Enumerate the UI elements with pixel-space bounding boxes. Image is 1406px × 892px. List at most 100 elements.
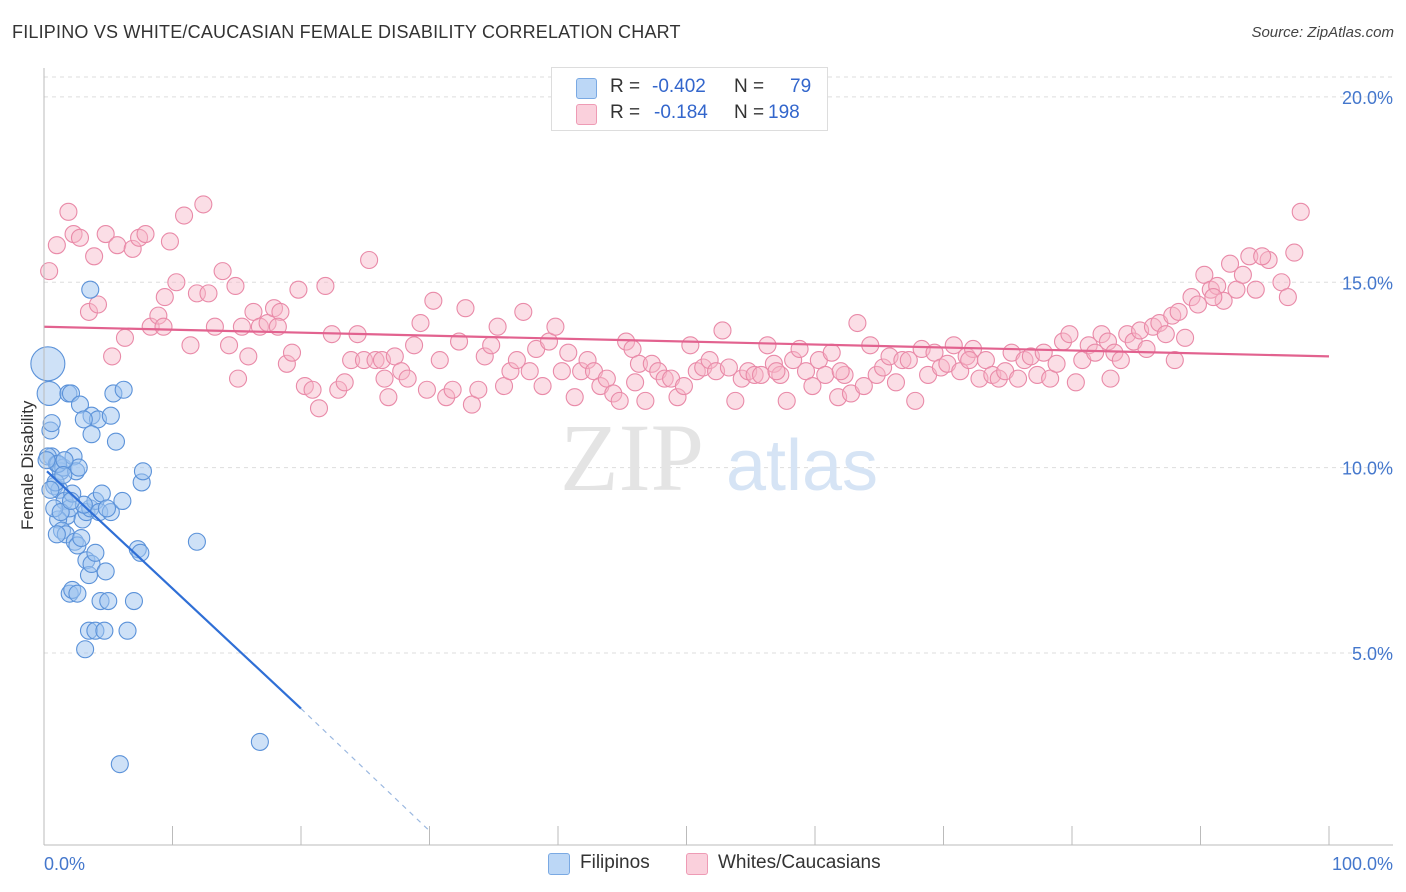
whites-point — [424, 291, 443, 310]
whites-point — [893, 351, 912, 370]
whites-point — [533, 376, 552, 396]
whites-point — [375, 369, 394, 388]
whites-point — [565, 388, 584, 407]
legend-n-value: 198 — [768, 102, 800, 123]
filipinos-point — [97, 499, 117, 518]
legend-swatch-filipinos — [576, 78, 597, 99]
bottom-swatch-filipinos — [548, 853, 570, 875]
whites-point — [329, 380, 348, 399]
x-tick-label: 100.0% — [1332, 854, 1393, 874]
whites-point — [1204, 288, 1223, 307]
whites-point — [194, 195, 213, 214]
bottom-legend-label: Whites/Caucasians — [718, 852, 881, 873]
whites-point — [309, 399, 329, 418]
whites-point — [1214, 291, 1233, 310]
whites-point — [867, 365, 886, 384]
whites-point — [501, 362, 520, 381]
whites-point — [475, 347, 494, 366]
filipinos-point — [250, 732, 269, 751]
whites-point — [103, 347, 122, 366]
filipinos-point — [96, 562, 115, 581]
whites-point — [167, 273, 186, 292]
whites-point — [831, 362, 850, 381]
whites-point — [1188, 295, 1207, 314]
whites-point — [155, 288, 174, 307]
correlation-legend: R = -0.402 N = 79 R = -0.184 N = 198 — [551, 67, 828, 131]
whites-point — [719, 358, 738, 377]
whites-point — [1060, 325, 1079, 344]
whites-point — [430, 351, 449, 370]
whites-series — [40, 195, 1310, 418]
whites-point — [751, 365, 771, 384]
whites-point — [854, 376, 873, 396]
whites-point — [764, 354, 783, 373]
whites-point — [899, 351, 918, 370]
whites-point — [360, 250, 379, 270]
filipinos-point — [76, 640, 95, 659]
filipinos-point — [114, 380, 133, 399]
whites-point — [1233, 265, 1252, 284]
whites-point — [520, 362, 539, 381]
filipinos-point — [95, 621, 114, 640]
whites-point — [482, 336, 501, 355]
whites-point — [271, 302, 290, 321]
filipinos-point — [82, 425, 101, 444]
whites-point — [726, 391, 745, 410]
filipinos-point — [118, 621, 137, 640]
y-tick-label: 5.0% — [1352, 644, 1393, 664]
whites-point — [700, 351, 719, 370]
whites-point — [160, 232, 179, 251]
whites-point — [1278, 288, 1297, 307]
y-tick-label: 10.0% — [1342, 459, 1393, 479]
whites-point — [604, 384, 623, 403]
whites-point — [219, 336, 239, 355]
filipinos-point — [68, 584, 87, 603]
whites-point — [642, 354, 661, 373]
whites-point — [79, 302, 99, 321]
whites-point — [668, 388, 687, 407]
legend-n-label: N = — [734, 102, 765, 123]
whites-point — [617, 332, 636, 351]
whites-point — [1285, 243, 1304, 262]
whites-point — [1246, 280, 1265, 299]
whites-point — [456, 299, 475, 318]
whites-point — [379, 388, 398, 407]
whites-point — [437, 388, 456, 407]
whites-point — [572, 362, 591, 381]
filipinos-point — [131, 543, 150, 562]
whites-point — [803, 376, 822, 396]
whites-point — [96, 225, 115, 244]
legend-r-value: -0.402 — [652, 76, 706, 97]
legend-n-value: 79 — [790, 76, 812, 97]
whites-point — [745, 365, 764, 384]
filipinos-point — [187, 532, 206, 551]
whites-point — [228, 369, 248, 388]
filipinos-point — [30, 346, 66, 382]
whites-point — [232, 317, 251, 336]
whites-point — [546, 317, 565, 336]
whites-point — [1291, 202, 1310, 221]
x-tick-label: 0.0% — [44, 854, 85, 874]
whites-point — [1156, 325, 1175, 344]
whites-point — [277, 354, 296, 373]
whites-point — [636, 391, 655, 410]
whites-point — [816, 365, 835, 384]
whites-point — [239, 347, 258, 366]
whites-point — [758, 336, 777, 355]
filipinos-point — [41, 480, 60, 499]
whites-point — [335, 373, 354, 392]
filipinos-point — [47, 525, 66, 544]
trend-lines — [43, 325, 1330, 832]
filipinos-point — [36, 380, 62, 407]
legend-swatch-whites — [576, 104, 597, 125]
whites-point — [70, 228, 90, 247]
whites-point — [488, 317, 507, 336]
whites-point — [154, 317, 173, 336]
whites-point — [1253, 247, 1272, 266]
whites-point — [960, 351, 979, 370]
whites-point — [366, 351, 385, 370]
legend-n-label: N = — [734, 76, 765, 97]
filipinos-point — [124, 592, 143, 611]
whites-point — [443, 380, 462, 399]
whites-point — [610, 391, 629, 410]
